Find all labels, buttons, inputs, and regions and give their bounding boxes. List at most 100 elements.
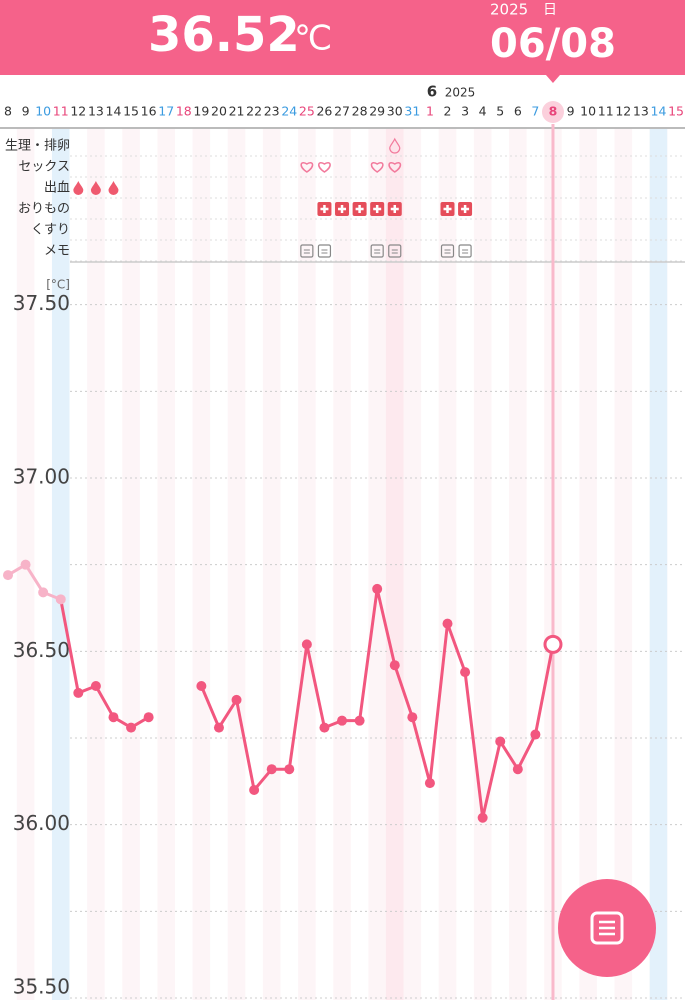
x-tick-label: 16 xyxy=(141,104,157,119)
event-row-label: おりもの xyxy=(18,202,70,217)
x-tick-label: 13 xyxy=(633,104,649,119)
sex-icon xyxy=(370,161,384,173)
point xyxy=(108,712,119,723)
memo-icon xyxy=(388,244,402,258)
discharge-plus xyxy=(338,205,347,213)
event-row-label: 生理・排卵 xyxy=(5,139,70,154)
x-tick-label: 23 xyxy=(264,104,280,119)
point xyxy=(319,722,330,733)
x-tick-label: 22 xyxy=(246,104,262,119)
y-axis-label: [°C] xyxy=(46,278,70,292)
highlight-stripe xyxy=(649,128,668,1000)
x-tick-label: 28 xyxy=(352,104,368,119)
memo-lines xyxy=(374,249,381,254)
x-tick-label: 14 xyxy=(651,104,667,119)
sex-icon xyxy=(318,161,331,173)
faint-stripe xyxy=(87,128,105,1000)
highlight-stripe xyxy=(51,128,70,1000)
point xyxy=(73,687,84,698)
x-tick-label: 14 xyxy=(106,104,122,119)
year: 2025 xyxy=(490,1,528,19)
menu-button[interactable] xyxy=(558,879,656,977)
faint-stripe xyxy=(298,128,316,1000)
x-tick-label: 1 xyxy=(426,104,434,119)
x-tick-label: 29 xyxy=(369,104,385,119)
faint-stripe xyxy=(579,128,597,1000)
point xyxy=(126,722,137,733)
weekday: 日 xyxy=(543,2,557,18)
point xyxy=(407,712,418,723)
memo-lines xyxy=(462,249,469,254)
column-stripes: 8 9 10 11 12 13 14 15 16 17 18 19 20 21 22 23 24 25 26 27 28… xyxy=(4,101,685,1000)
y-tick-label: 35.50 xyxy=(13,975,70,999)
selected-day-pointer xyxy=(545,75,560,83)
x-tick-label: 6 xyxy=(514,104,522,119)
x-tick-label: 13 xyxy=(88,104,104,119)
point xyxy=(424,778,435,789)
faint-stripe xyxy=(473,128,492,1000)
event-row-label: くすり xyxy=(31,223,70,238)
point xyxy=(38,587,49,598)
discharge-plus xyxy=(443,205,452,213)
point xyxy=(460,667,471,678)
faint-stripe xyxy=(509,128,527,1000)
faint-stripe xyxy=(368,128,386,1000)
month-year: 2025 xyxy=(445,86,476,100)
cycle-connector xyxy=(59,599,80,694)
x-tick-label: 5 xyxy=(496,104,504,119)
y-tick-label: 37.00 xyxy=(13,465,70,489)
memo-lines xyxy=(303,249,310,254)
discharge-plus xyxy=(390,205,399,213)
memo-lines xyxy=(391,249,398,254)
faint-stripe xyxy=(262,128,281,1000)
event-row-label: 出血 xyxy=(44,181,70,196)
discharge-plus xyxy=(320,205,329,213)
bleeding-icon xyxy=(108,181,119,195)
x-tick-label: 11 xyxy=(598,104,614,119)
point xyxy=(495,736,506,747)
point xyxy=(354,715,365,726)
point xyxy=(90,681,101,691)
x-tick-label: 12 xyxy=(70,104,86,119)
memo-icon xyxy=(370,244,384,258)
discharge-plus xyxy=(373,205,382,213)
x-tick-label: 21 xyxy=(229,104,245,119)
x-tick-label: 8 xyxy=(4,104,12,119)
x-tick-label: 15 xyxy=(123,104,139,119)
point xyxy=(196,681,207,691)
highlight-stripe xyxy=(385,128,404,1000)
faint-stripe xyxy=(227,128,246,1000)
x-tick-label: 26 xyxy=(316,104,332,119)
sex-icon xyxy=(388,161,402,173)
faint-stripe xyxy=(333,128,351,1000)
point xyxy=(337,715,348,726)
x-tick-label: 7 xyxy=(531,104,539,119)
point xyxy=(213,722,224,733)
point xyxy=(266,764,277,775)
event-row-label: メモ xyxy=(44,244,70,259)
memo-icon xyxy=(458,244,472,258)
faint-stripe xyxy=(157,128,176,1000)
x-tick-label: 11 xyxy=(53,104,69,119)
x-tick-label: 19 xyxy=(193,104,209,119)
x-tick-label: 27 xyxy=(334,104,350,119)
memo-icon xyxy=(317,244,332,258)
x-tick-label: 30 xyxy=(387,104,403,119)
y-tick-label: 36.50 xyxy=(13,638,70,662)
y-tick-label: 36.00 xyxy=(13,811,70,835)
event-row-label: セックス xyxy=(18,160,70,175)
point xyxy=(477,812,488,823)
memo-lines xyxy=(444,249,451,254)
x-tick-label: 10 xyxy=(35,104,51,119)
fab-icon xyxy=(590,911,624,945)
x-tick-label: 4 xyxy=(479,104,487,119)
memo-icon xyxy=(300,244,314,258)
point xyxy=(372,583,383,594)
temperature: 36.52 xyxy=(148,7,300,63)
point xyxy=(284,764,295,775)
x-tick-label: 9 xyxy=(567,104,575,119)
selected-day-bg xyxy=(541,101,564,123)
faint-stripe xyxy=(438,128,457,1000)
discharge-plus xyxy=(461,205,470,213)
point xyxy=(389,660,400,671)
